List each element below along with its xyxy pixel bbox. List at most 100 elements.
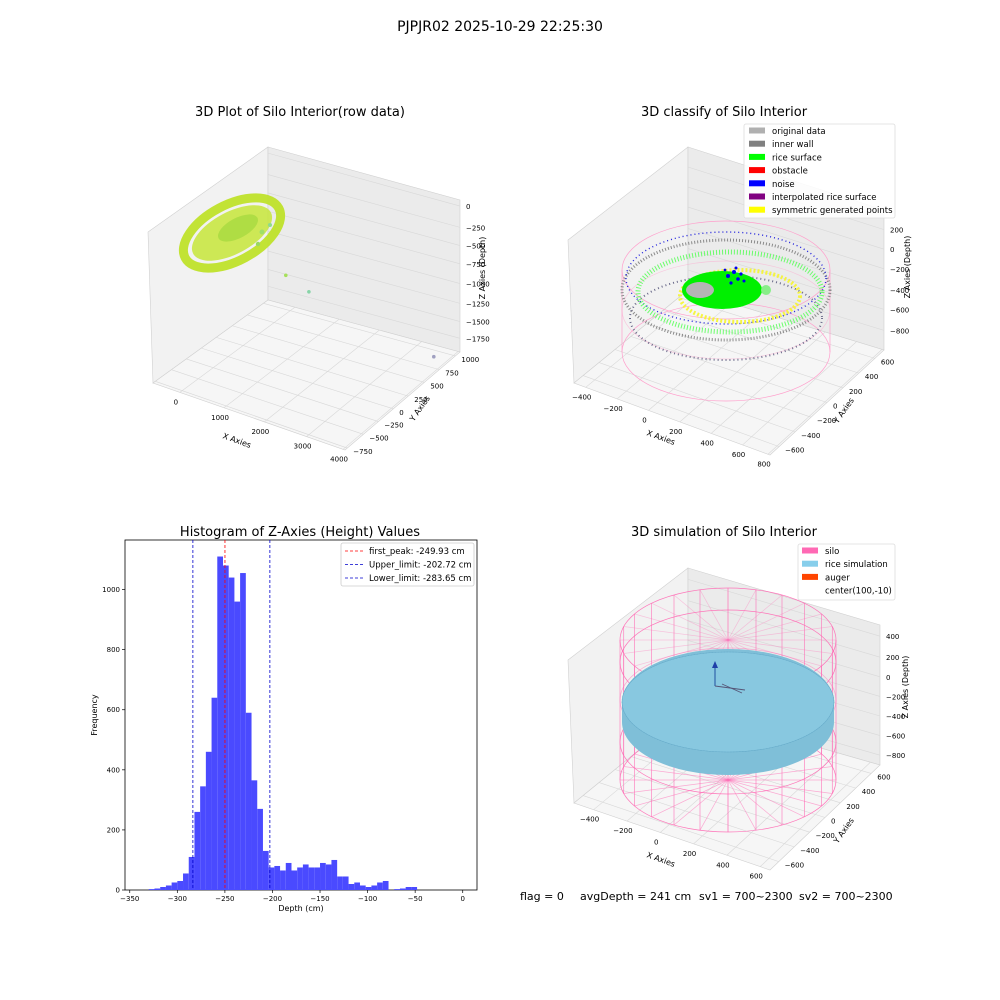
histogram-bar [405, 887, 412, 890]
histogram-y-tick-label: 800 [107, 646, 120, 654]
histogram-bar [371, 885, 378, 890]
silo-top-spoke [727, 639, 833, 654]
histogram-x-tick-label: −150 [310, 895, 329, 903]
cls-y-tick-label: −200 [817, 417, 836, 425]
raw-point-cloud [178, 193, 286, 273]
histogram-bar [382, 880, 389, 890]
histogram-y-tick-label: 1000 [102, 586, 120, 594]
classify-legend-swatch [749, 180, 765, 187]
sim-z-tick-label: 400 [886, 633, 899, 641]
sim-z-tick-label: 0 [886, 674, 890, 682]
histogram-legend-label: Lower_limit: -283.65 cm [369, 574, 471, 584]
histogram-bar [205, 751, 212, 890]
histogram-bar [171, 882, 178, 890]
simulation-legend-label: center(100,-10) [825, 587, 892, 597]
raw-z-tick-label: 0 [466, 203, 470, 211]
classify-symmetric-points [678, 268, 802, 324]
raw-z-tick-label: −1250 [466, 300, 490, 308]
histogram-legend-label: first_peak: -249.93 cm [369, 547, 465, 557]
raw-x-tick-label: 1000 [211, 414, 229, 422]
classify-legend-label: original data [772, 127, 826, 137]
status-flag: flag = 0 [520, 890, 564, 903]
sim-x-tick-label: −200 [613, 827, 632, 835]
histogram-bar [285, 862, 292, 890]
panel-histogram: Histogram of Z-Axies (Height) Values −35… [90, 525, 478, 913]
silo-floor-spoke [634, 779, 729, 807]
raw-y-tick-label: −250 [384, 422, 403, 430]
classify-noise-cluster [723, 266, 746, 285]
simulation-legend-label: silo [825, 547, 839, 557]
silo-top-spoke [727, 602, 805, 641]
raw-x-axis-label: X Axies [221, 431, 252, 450]
histogram-x-axis-label: Depth (cm) [278, 904, 323, 913]
histogram-bar [217, 556, 223, 890]
histogram-bar [262, 850, 269, 890]
simulation-legend-swatch [802, 587, 818, 594]
silo-floor-spoke [651, 779, 729, 818]
raw-y-tick-label: −500 [369, 434, 388, 442]
histogram-bar [160, 887, 166, 890]
histogram-bar [240, 573, 246, 890]
raw-z-tick-label: −1000 [466, 281, 490, 289]
silo-top-spoke [623, 626, 729, 641]
histogram-bar [200, 786, 206, 890]
simulation-z-axis-label: Z Axies (Depth) [901, 656, 910, 719]
histogram-bar [194, 811, 201, 890]
histogram-bar [314, 867, 321, 890]
histogram-bar [297, 867, 303, 890]
raw-plot-title: 3D Plot of Silo Interior(row data) [195, 105, 405, 120]
cls-z-tick-label: 0 [890, 246, 894, 254]
cls-z-tick-label: −200 [890, 266, 909, 274]
histogram-bar [280, 870, 286, 890]
cls-x-tick-label: 0 [642, 416, 646, 424]
silo-floor-spoke [727, 779, 833, 794]
silo-top-spoke [727, 639, 822, 667]
sim-z-tick-label: −400 [886, 713, 905, 721]
sim-z-tick-label: 200 [886, 654, 899, 662]
raw-outlier-point [284, 273, 288, 278]
raw-x-tick-label: 2000 [251, 428, 269, 436]
histogram-x-tick-label: −300 [168, 895, 187, 903]
silo-floor-spoke [727, 779, 783, 826]
sim-y-tick-label: −400 [800, 847, 819, 855]
raw-y-tick-label: 250 [414, 396, 427, 404]
classify-legend-label: interpolated rice surface [772, 193, 877, 203]
histogram-bar [228, 577, 235, 890]
sim-x-tick-label: 400 [716, 861, 729, 869]
histogram-bar [354, 882, 360, 890]
histogram-bar [211, 697, 218, 890]
histogram-bar [325, 864, 332, 890]
histogram-legend: first_peak: -249.93 cm Upper_limit: -202.… [340, 542, 475, 587]
raw-gridlines [155, 152, 461, 450]
silo-top-spoke [727, 594, 783, 641]
silo-top-spoke [673, 594, 729, 641]
silo-floor-spoke [623, 779, 729, 794]
histogram-bar [331, 859, 338, 890]
classify-legend-swatch [749, 206, 765, 213]
histogram-bar [399, 888, 406, 890]
cls-z-tick-label: −400 [890, 287, 909, 295]
sim-x-tick-label: 200 [683, 850, 696, 858]
raw-z-tick-label: −1750 [466, 335, 490, 343]
classify-obstacle-blob [761, 285, 771, 295]
cls-y-tick-label: 600 [881, 358, 894, 366]
classify-legend-label: rice surface [772, 153, 822, 163]
histogram-x-tick-label: 0 [460, 895, 464, 903]
classify-floor-pane [573, 289, 885, 456]
histogram-bar [251, 780, 258, 890]
classify-legend-swatch [749, 140, 765, 147]
status-sv2: sv2 = 700~2300 [799, 890, 893, 903]
classify-legend-swatch [749, 153, 765, 160]
sim-x-tick-label: 600 [750, 873, 763, 881]
histogram-bar [411, 887, 418, 890]
histogram-bar [394, 889, 400, 890]
raw-z-tick-label: −1500 [466, 319, 490, 327]
cls-z-tick-label: −800 [890, 327, 909, 335]
histogram-y-tick-label: 400 [107, 766, 120, 774]
classify-noise-ring [625, 231, 827, 325]
cls-x-tick-label: −400 [572, 393, 591, 401]
raw-y-tick-label: −750 [353, 448, 372, 456]
classify-y-axis-label: Y Axies [831, 396, 856, 426]
sim-y-tick-label: 200 [846, 803, 859, 811]
histogram-bar [359, 885, 366, 890]
